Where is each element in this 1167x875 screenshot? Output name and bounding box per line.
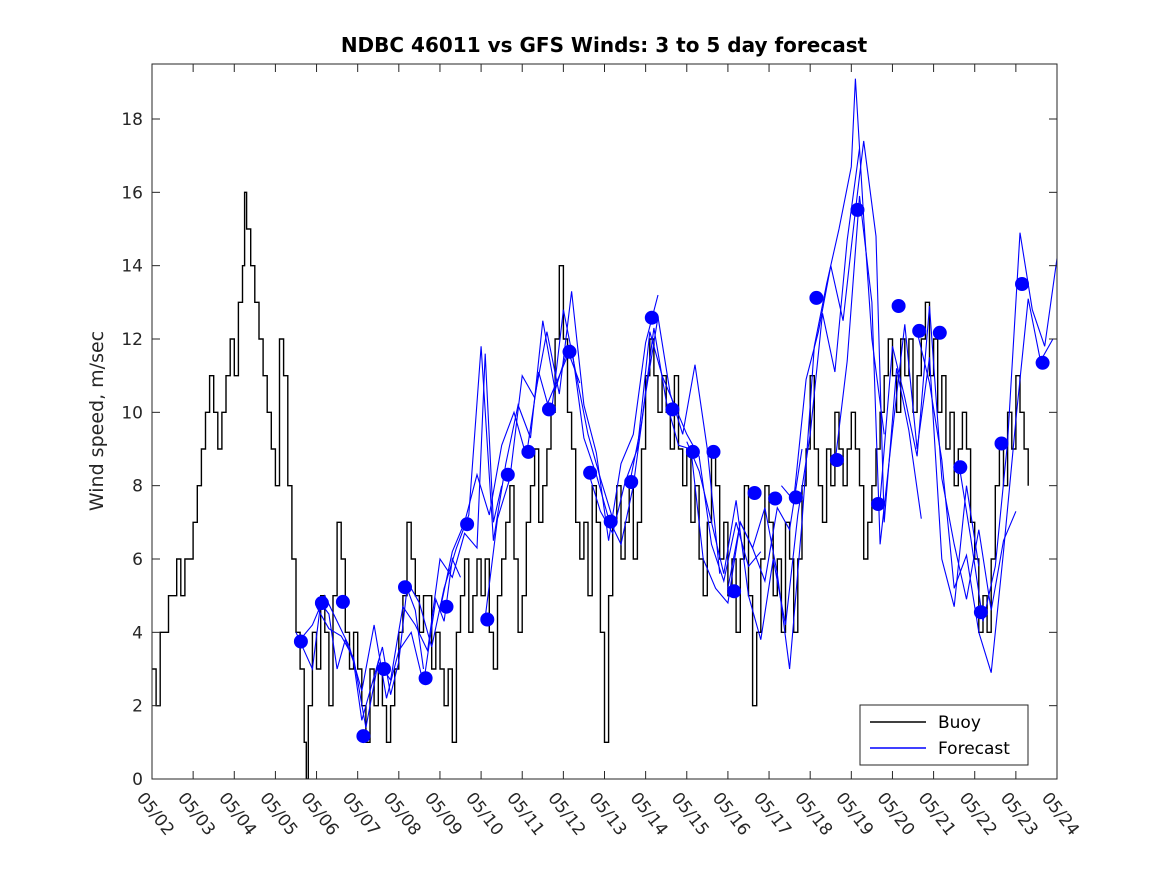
forecast-marker-7 [439,599,454,614]
x-tick-label-17: 05/19 [831,789,877,840]
forecast-marker-12 [542,402,556,417]
y-tick-label-7: 14 [121,257,143,277]
forecast-marker-34 [994,436,1009,451]
y-tick-label-2: 4 [132,623,143,643]
legend-label-1: Forecast [938,739,1010,759]
forecast-marker-9 [480,612,495,627]
x-tick-label-8: 05/10 [461,789,507,840]
y-tick-label-3: 6 [132,550,143,570]
plot-series [152,78,1057,779]
forecast-marker-13 [562,344,577,359]
forecast-marker-4 [377,662,391,676]
forecast-marker-22 [747,486,762,500]
buoy-series-line [152,191,1029,779]
forecast-marker-11 [521,444,536,459]
y-axis-label: Wind speed, m/sec [86,331,108,511]
x-tick-label-6: 05/08 [379,789,425,840]
y-tick-label-9: 18 [121,110,143,130]
forecast-run-line-3 [406,320,581,648]
forecast-marker-25 [809,290,824,305]
y-tick-label-8: 16 [121,183,143,203]
forecast-marker-17 [644,310,659,325]
forecast-marker-31 [932,325,947,340]
x-tick-label-10: 05/12 [543,789,589,840]
plot-area [151,63,1058,780]
x-tick-label-15: 05/17 [749,789,795,840]
forecast-marker-2 [335,594,350,609]
legend: Buoy Forecast [859,704,1029,766]
forecast-run-line-14 [916,298,1054,673]
forecast-marker-15 [603,514,618,529]
y-tick-label-0: 0 [132,770,143,790]
x-tick-label-19: 05/21 [914,789,960,840]
x-tick-label-13: 05/15 [667,789,713,840]
forecast-marker-5 [398,580,412,595]
forecast-marker-28 [871,497,886,511]
forecast-marker-1 [314,596,329,610]
forecast-marker-29 [891,299,906,313]
x-tick-label-2: 05/04 [214,789,260,840]
x-tick-label-1: 05/03 [173,789,219,840]
forecast-marker-33 [973,605,988,620]
forecast-marker-10 [500,467,515,482]
x-tick-label-14: 05/16 [708,789,754,840]
forecast-marker-23 [768,491,783,506]
y-axis: 0 2 4 6 8 10 12 14 16 18 [121,110,1057,790]
forecast-marker-27 [850,202,865,217]
forecast-marker-35 [1015,277,1029,291]
forecast-run-line-12 [834,195,980,607]
y-tick-label-1: 2 [132,697,143,717]
forecast-run-line-13 [879,305,1017,611]
legend-label-0: Buoy [938,713,981,733]
forecast-run-line-8 [628,327,803,605]
forecast-marker-0 [293,634,308,649]
forecast-marker-21 [727,584,742,599]
forecast-marker-20 [706,444,721,459]
y-tick-label-5: 10 [121,403,143,423]
forecast-marker-32 [953,460,968,475]
x-tick-label-5: 05/07 [338,789,384,840]
x-tick-label-4: 05/06 [297,789,343,840]
x-tick-label-16: 05/18 [790,789,836,840]
y-tick-label-4: 8 [132,477,143,497]
forecast-marker-30 [912,323,927,338]
x-tick-label-3: 05/05 [255,789,301,840]
forecast-run-line-0 [295,588,425,721]
x-tick-label-21: 05/23 [996,789,1042,840]
forecast-run-line-9 [686,148,861,640]
y-tick-label-6: 12 [121,330,143,350]
x-tick-label-20: 05/22 [955,789,1001,840]
x-tick-label-18: 05/20 [873,789,919,840]
forecast-marker-26 [829,453,844,467]
forecast-marker-14 [583,465,598,480]
x-tick-label-0: 05/02 [132,789,178,840]
forecast-run-line-5 [484,291,659,618]
forecast-marker-3 [356,729,371,744]
x-tick-label-12: 05/14 [626,789,672,840]
forecast-marker-6 [418,671,433,686]
forecast-marker-8 [460,517,475,532]
x-tick-label-22: 05/24 [1037,789,1083,840]
forecast-marker-16 [624,475,639,489]
chart-title: NDBC 46011 vs GFS Winds: 3 to 5 day fore… [341,33,868,57]
x-tick-label-11: 05/13 [585,789,631,840]
forecast-marker-24 [788,490,803,505]
forecast-marker-36 [1035,355,1050,370]
forecast-marker-18 [665,402,680,417]
forecast-run-line-1 [299,557,462,699]
forecast-marker-19 [685,444,700,459]
x-tick-label-7: 05/09 [420,789,466,840]
x-tick-label-9: 05/11 [502,789,548,840]
legend-box [859,704,1029,766]
